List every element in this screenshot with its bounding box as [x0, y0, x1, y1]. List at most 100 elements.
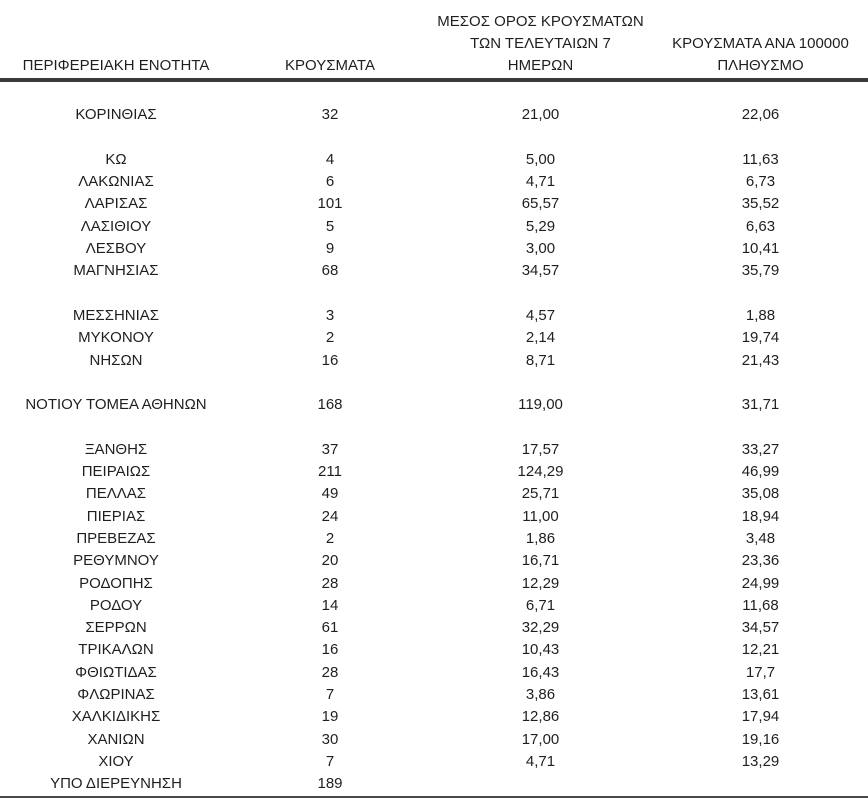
table-row: ΥΠΟ ΔΙΕΡΕΥΝΗΣΗ 189 [0, 773, 868, 795]
table-row: ΞΑΝΘΗΣ 37 17,57 33,27 [0, 439, 868, 461]
per100k-cell: 17,94 [741, 708, 780, 726]
section-spacer [0, 127, 868, 149]
per100k-cell: 19,16 [741, 730, 780, 748]
table-row: ΠΕΙΡΑΙΩΣ 211 124,29 46,99 [0, 461, 868, 483]
table-row: ΧΙΟΥ 7 4,71 13,29 [0, 751, 868, 773]
table-row: ΠΡΕΒΕΖΑΣ 2 1,86 3,48 [0, 528, 868, 550]
per100k-cell: 35,79 [741, 262, 780, 280]
cases-cell: 5 [325, 217, 335, 235]
cases-cell: 6 [325, 173, 335, 191]
cases-cell: 68 [321, 262, 339, 280]
cases-cell: 24 [321, 507, 339, 525]
region-cell: ΛΑΡΙΣΑΣ [84, 195, 148, 213]
per100k-cell: 46,99 [741, 463, 780, 481]
region-cell: ΦΛΩΡΙΝΑΣ [77, 686, 155, 704]
table-row: ΜΥΚΟΝΟΥ 2 2,14 19,74 [0, 327, 868, 349]
table-row: ΦΘΙΩΤΙΔΑΣ 28 16,43 17,7 [0, 662, 868, 684]
region-cell: ΝΗΣΩΝ [89, 351, 143, 369]
region-cell: ΣΕΡΡΩΝ [85, 619, 147, 637]
section-spacer [0, 283, 868, 305]
avg7-cell: 12,86 [521, 708, 560, 726]
region-cell: ΛΑΚΩΝΙΑΣ [78, 173, 154, 191]
cases-cell: 7 [325, 752, 335, 770]
section-spacer [0, 416, 868, 438]
region-cell: ΛΕΣΒΟΥ [85, 240, 147, 258]
cases-cell: 28 [321, 663, 339, 681]
region-cell: ΜΕΣΣΗΝΙΑΣ [72, 306, 160, 324]
avg7-cell: 11,00 [522, 507, 559, 525]
per100k-cell: 19,74 [741, 329, 780, 347]
region-cell: ΠΕΙΡΑΙΩΣ [81, 463, 151, 481]
region-cell: ΜΑΓΝΗΣΙΑΣ [73, 262, 159, 280]
avg7-cell: 3,00 [525, 240, 556, 258]
avg7-cell: 17,57 [521, 440, 560, 458]
avg7-cell: 1,86 [525, 529, 556, 547]
region-cell: ΧΙΟΥ [98, 752, 134, 770]
table-row: ΛΑΚΩΝΙΑΣ 6 4,71 6,73 [0, 171, 868, 193]
region-cell: ΡΟΔΟΥ [89, 596, 143, 614]
region-cell: ΞΑΝΘΗΣ [84, 440, 148, 458]
per100k-cell: 10,41 [741, 240, 780, 258]
region-cell: ΧΑΝΙΩΝ [87, 730, 145, 748]
table-row: ΛΑΡΙΣΑΣ 101 65,57 35,52 [0, 193, 868, 215]
cases-cell: 16 [321, 641, 339, 659]
table-row: ΚΟΡΙΝΘΙΑΣ 32 21,00 22,06 [0, 104, 868, 126]
per100k-cell: 21,43 [741, 351, 780, 369]
region-cell: ΠΡΕΒΕΖΑΣ [76, 529, 156, 547]
avg7-cell: 4,71 [525, 752, 556, 770]
avg7-cell: 21,00 [521, 106, 560, 124]
avg7-cell: 5,29 [525, 217, 556, 235]
per100k-cell: 6,63 [745, 217, 776, 235]
per100k-cell: 35,08 [741, 485, 780, 503]
per100k-cell: 34,57 [741, 619, 780, 637]
table-row: ΧΑΛΚΙΔΙΚΗΣ 19 12,86 17,94 [0, 706, 868, 728]
per100k-cell: 11,63 [742, 150, 779, 168]
region-cell: ΦΘΙΩΤΙΔΑΣ [75, 663, 157, 681]
cases-cell: 9 [325, 240, 335, 258]
per100k-cell: 12,21 [741, 641, 780, 659]
table-body: ΚΟΡΙΝΘΙΑΣ 32 21,00 22,06 ΚΩ 4 5,00 11,63… [0, 82, 868, 796]
table-row: ΣΕΡΡΩΝ 61 32,29 34,57 [0, 617, 868, 639]
col-header-region: ΠΕΡΙΦΕΡΕΙΑΚΗ ΕΝΟΤΗΤΑ [22, 57, 210, 74]
region-cell: ΡΟΔΟΠΗΣ [79, 574, 153, 592]
avg7-cell: 16,71 [521, 552, 560, 570]
table-row: ΠΕΛΛΑΣ 49 25,71 35,08 [0, 483, 868, 505]
per100k-cell: 1,88 [745, 306, 776, 324]
region-cell: ΠΕΛΛΑΣ [85, 485, 147, 503]
table-row: ΛΕΣΒΟΥ 9 3,00 10,41 [0, 238, 868, 260]
avg7-cell: 17,00 [521, 730, 560, 748]
region-cell: ΡΕΘΥΜΝΟΥ [73, 552, 159, 570]
cases-cell: 19 [321, 708, 339, 726]
avg7-cell: 4,71 [525, 173, 556, 191]
table-row: ΚΩ 4 5,00 11,63 [0, 149, 868, 171]
region-cell: ΧΑΛΚΙΔΙΚΗΣ [71, 708, 161, 726]
region-cell: ΠΙΕΡΙΑΣ [86, 507, 146, 525]
per100k-cell: 22,06 [741, 106, 780, 124]
avg7-cell: 10,43 [521, 641, 560, 659]
avg7-cell: 34,57 [521, 262, 560, 280]
table-row: ΠΙΕΡΙΑΣ 24 11,00 18,94 [0, 506, 868, 528]
avg7-cell: 12,29 [521, 574, 560, 592]
avg7-cell: 4,57 [525, 306, 556, 324]
region-cell: ΤΡΙΚΑΛΩΝ [78, 641, 154, 659]
section-spacer [0, 372, 868, 394]
cases-cell: 7 [325, 686, 335, 704]
region-cell: ΝΟΤΙΟΥ ΤΟΜΕΑ ΑΘΗΝΩΝ [25, 396, 207, 414]
cases-cell: 189 [317, 775, 343, 793]
cases-cell: 37 [321, 440, 339, 458]
cases-cell: 16 [321, 351, 339, 369]
avg7-cell: 3,86 [525, 686, 556, 704]
per100k-cell: 33,27 [741, 440, 780, 458]
cases-cell: 101 [317, 195, 343, 213]
per100k-cell: 3,48 [745, 529, 776, 547]
avg7-cell: 2,14 [525, 329, 556, 347]
per100k-cell: 18,94 [741, 507, 780, 525]
cases-cell: 3 [325, 306, 335, 324]
per100k-cell: 17,7 [745, 663, 776, 681]
avg7-cell: 6,71 [525, 596, 556, 614]
avg7-cell: 124,29 [517, 463, 564, 481]
region-cell: ΛΑΣΙΘΙΟΥ [80, 217, 152, 235]
avg7-cell: 16,43 [521, 663, 560, 681]
region-cell: ΜΥΚΟΝΟΥ [78, 329, 154, 347]
region-cell: ΚΟΡΙΝΘΙΑΣ [75, 106, 157, 124]
